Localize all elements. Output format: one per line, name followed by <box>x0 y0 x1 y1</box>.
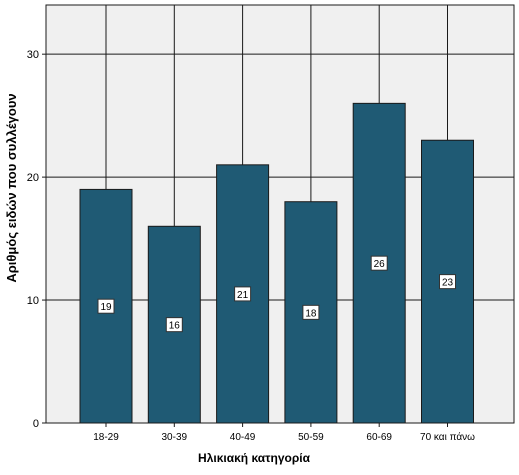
data-label-box <box>234 286 252 302</box>
x-tick-label: 50-59 <box>298 432 324 443</box>
y-tick-label: 0 <box>33 418 39 430</box>
y-tick-label: 10 <box>27 295 39 307</box>
y-tick-label: 30 <box>27 49 39 61</box>
data-label-box <box>439 274 456 290</box>
bars: 19 16 21 18 26 23 <box>79 102 474 424</box>
x-tick-label: 60-69 <box>366 432 392 443</box>
x-axis-title: Ηλικιακή κατηγορία <box>198 451 311 465</box>
data-label: 21 <box>237 290 249 301</box>
x-tick-label: 18-29 <box>93 432 119 443</box>
data-label: 23 <box>442 278 454 289</box>
data-label-box <box>165 317 183 333</box>
data-label-box <box>302 304 320 320</box>
data-label-box <box>370 255 388 271</box>
x-tick-label: 30-39 <box>162 432 188 443</box>
data-label: 16 <box>169 321 181 332</box>
x-tick-label: 40-49 <box>230 432 256 443</box>
y-tick-label: 20 <box>27 172 39 184</box>
data-label: 26 <box>374 259 386 270</box>
x-tick-label: 70 και πάνω <box>420 431 475 443</box>
data-label-box <box>97 298 115 314</box>
data-label: 19 <box>100 302 112 313</box>
data-label: 18 <box>305 308 317 319</box>
y-axis-title: Αριθμός ειδών που συλλέγουν <box>4 93 19 282</box>
axes: 18-29 30-39 40-49 50-59 60-69 70 και πάνω 0 10 2… <box>27 49 475 443</box>
